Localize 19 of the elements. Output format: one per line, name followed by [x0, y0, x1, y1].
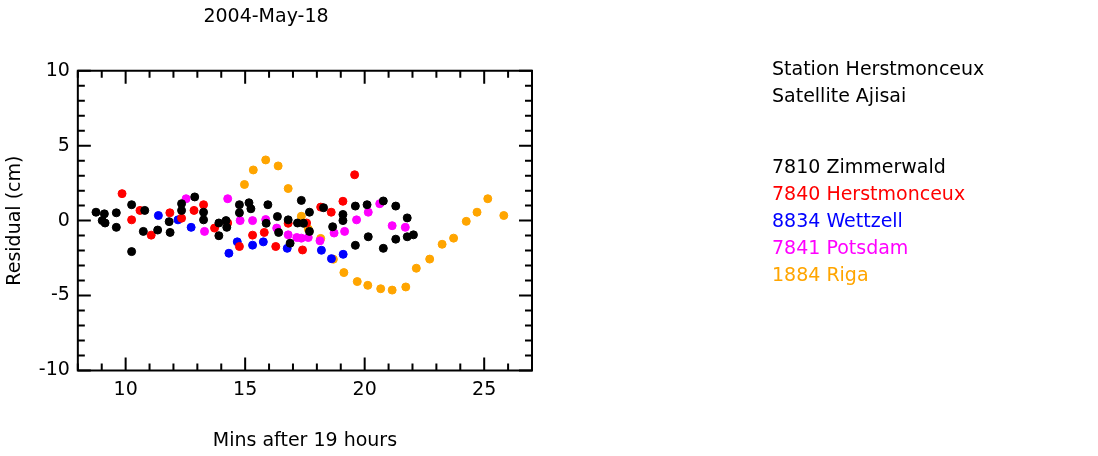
y-axis-title: Residual (cm)	[2, 155, 25, 286]
text: 7841 Potsdam	[772, 235, 910, 260]
x-axis-title: Mins after 19 hours	[212, 427, 398, 450]
text: Station Herstmonceux	[772, 56, 985, 81]
text: 1884 Riga	[772, 262, 870, 287]
y-tick-label: 10	[45, 57, 70, 80]
y-tick-label: 5	[57, 132, 70, 155]
x-tick-label: 10	[113, 376, 138, 399]
y-tick-label: -10	[38, 357, 70, 380]
y-tick-label: 0	[57, 207, 70, 230]
text: 7840 Herstmonceux	[772, 181, 967, 206]
text: 7810 Zimmerwald	[772, 154, 947, 179]
x-tick-label: 15	[233, 376, 258, 399]
text: 8834 Wettzell	[772, 208, 904, 233]
text: Satellite Ajisai	[772, 83, 908, 108]
x-tick-label: 25	[472, 376, 497, 399]
x-tick-label: 20	[352, 376, 377, 399]
y-tick-label: -5	[50, 282, 70, 305]
chart-title: 2004-May-18	[203, 4, 329, 27]
